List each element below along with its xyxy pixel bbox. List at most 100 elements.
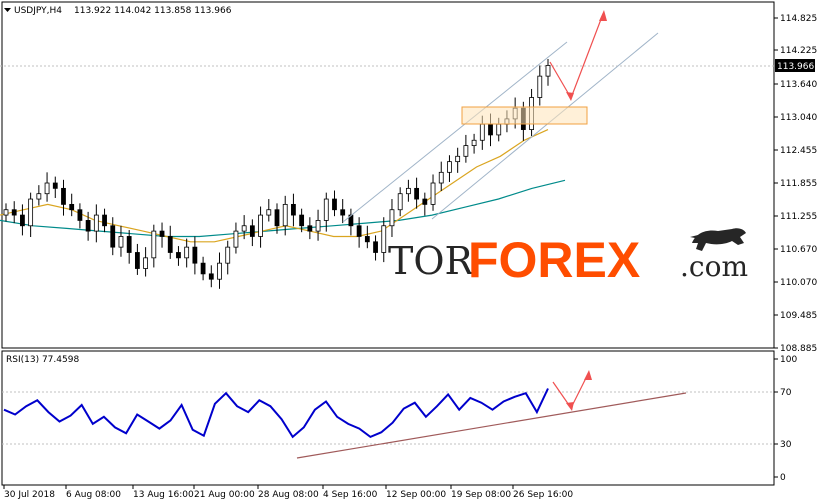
svg-text:110.670: 110.670	[780, 245, 817, 255]
time-tick: 28 Aug 08:00	[257, 485, 319, 500]
time-tick: 19 Sep 08:00	[450, 485, 511, 500]
candle-body	[414, 187, 420, 200]
svg-text:108.885: 108.885	[780, 344, 817, 354]
candle-body	[291, 203, 296, 216]
rsi-tick: 100	[774, 355, 797, 365]
time-tick: 26 Sep 16:00	[512, 485, 573, 500]
svg-text:0: 0	[780, 473, 786, 483]
time-tick: 21 Aug 00:00	[193, 485, 255, 500]
candle-body	[69, 203, 75, 211]
candle-body	[438, 171, 444, 184]
price-tick: 112.455	[774, 146, 817, 156]
candle-body	[233, 230, 239, 248]
price-axis: 114.825 114.225 113.640 113.040 112.455 …	[774, 14, 817, 354]
forecast-arrows	[549, 10, 607, 101]
rsi-trendline[interactable]	[296, 392, 687, 459]
support-zone-rectangle[interactable]	[461, 106, 588, 125]
rsi-frame	[1, 350, 775, 486]
candle-body	[496, 123, 502, 136]
candle-body	[93, 214, 99, 232]
candle-body	[77, 209, 83, 221]
svg-text:26 Sep 16:00: 26 Sep 16:00	[513, 490, 573, 500]
candle-body	[537, 75, 543, 98]
candle-body	[208, 273, 214, 280]
candle-body	[315, 220, 321, 232]
time-tick: 4 Sep 16:00	[322, 485, 378, 500]
price-tick: 114.225	[774, 46, 817, 56]
svg-text:12 Sep 00:00: 12 Sep 00:00	[386, 490, 446, 500]
chevron-down-icon[interactable]	[4, 8, 11, 12]
candle-body	[397, 193, 403, 211]
candle-body	[323, 198, 329, 221]
candle-body	[307, 225, 313, 232]
svg-text:113.040: 113.040	[780, 113, 817, 123]
rsi-line	[3, 388, 549, 439]
logo-text-tor: TOR	[388, 239, 474, 283]
svg-text:13 Aug 16:00: 13 Aug 16:00	[133, 490, 194, 500]
channel-lower-line[interactable]	[431, 32, 659, 220]
price-tick: 110.070	[774, 278, 817, 288]
candle-body	[447, 161, 452, 173]
svg-text:70: 70	[780, 388, 792, 398]
candle-body	[151, 230, 157, 259]
candle-body	[118, 236, 124, 248]
svg-text:6 Aug 08:00: 6 Aug 08:00	[66, 490, 121, 500]
candle-body	[36, 193, 42, 200]
candle-body	[364, 236, 370, 243]
svg-text:111.855: 111.855	[780, 179, 817, 189]
candle-body	[20, 214, 25, 227]
candle-body	[126, 236, 132, 253]
candle-body	[455, 155, 461, 163]
logo-text-com: .com	[680, 250, 748, 283]
svg-text:113.640: 113.640	[780, 80, 817, 90]
svg-text:30 Jul 2018: 30 Jul 2018	[4, 490, 55, 500]
candle-body	[405, 187, 411, 195]
svg-text:19 Sep 08:00: 19 Sep 08:00	[451, 490, 511, 500]
price-tick: 113.040	[774, 113, 817, 123]
price-tick: 113.640	[774, 80, 817, 90]
candle-body	[3, 209, 9, 216]
candle-body	[11, 209, 17, 216]
candle-body	[44, 182, 50, 195]
candle-body	[225, 246, 231, 264]
channel-upper-line[interactable]	[342, 41, 568, 223]
svg-text:28 Aug 08:00: 28 Aug 08:00	[258, 490, 319, 500]
candle-body	[545, 65, 551, 77]
rsi-tick: 0	[774, 473, 786, 483]
candle-body	[479, 123, 485, 141]
candle-body	[299, 214, 305, 227]
time-axis: 30 Jul 2018 6 Aug 08:00 13 Aug 16:00 21 …	[3, 485, 573, 500]
candle-body	[110, 225, 116, 248]
candle-body	[266, 209, 272, 216]
svg-text:112.455: 112.455	[780, 146, 817, 156]
svg-text:4 Sep 16:00: 4 Sep 16:00	[323, 490, 378, 500]
time-tick: 30 Jul 2018	[3, 485, 55, 500]
bull-icon	[690, 228, 746, 251]
symbol-label: USDJPY,H4	[14, 6, 62, 16]
candle-body	[167, 236, 173, 253]
candle-body	[61, 187, 66, 205]
candle-body	[471, 139, 477, 147]
candle-body	[340, 209, 346, 216]
candle-body	[192, 246, 198, 264]
candle-body	[373, 241, 378, 253]
candle-body	[52, 182, 58, 189]
time-tick: 6 Aug 08:00	[65, 485, 121, 500]
candle-body	[217, 262, 222, 280]
logo-text-forex: FOREX	[468, 232, 640, 288]
price-tick: 114.825	[774, 14, 817, 24]
rsi-label: RSI(13) 77.4598	[6, 355, 79, 365]
rsi-axis: 100 70 30 0	[774, 355, 797, 483]
time-tick: 12 Sep 00:00	[385, 485, 446, 500]
candle-body	[356, 225, 362, 237]
candle-body	[200, 262, 206, 275]
candle-body	[430, 182, 436, 205]
candle-body	[332, 198, 337, 211]
time-tick: 13 Aug 16:00	[132, 485, 194, 500]
price-tick: 111.855	[774, 179, 817, 189]
fast-moving-average	[0, 129, 549, 243]
svg-text:111.255: 111.255	[780, 212, 817, 222]
candle-body	[241, 225, 247, 232]
candle-body	[381, 225, 387, 253]
